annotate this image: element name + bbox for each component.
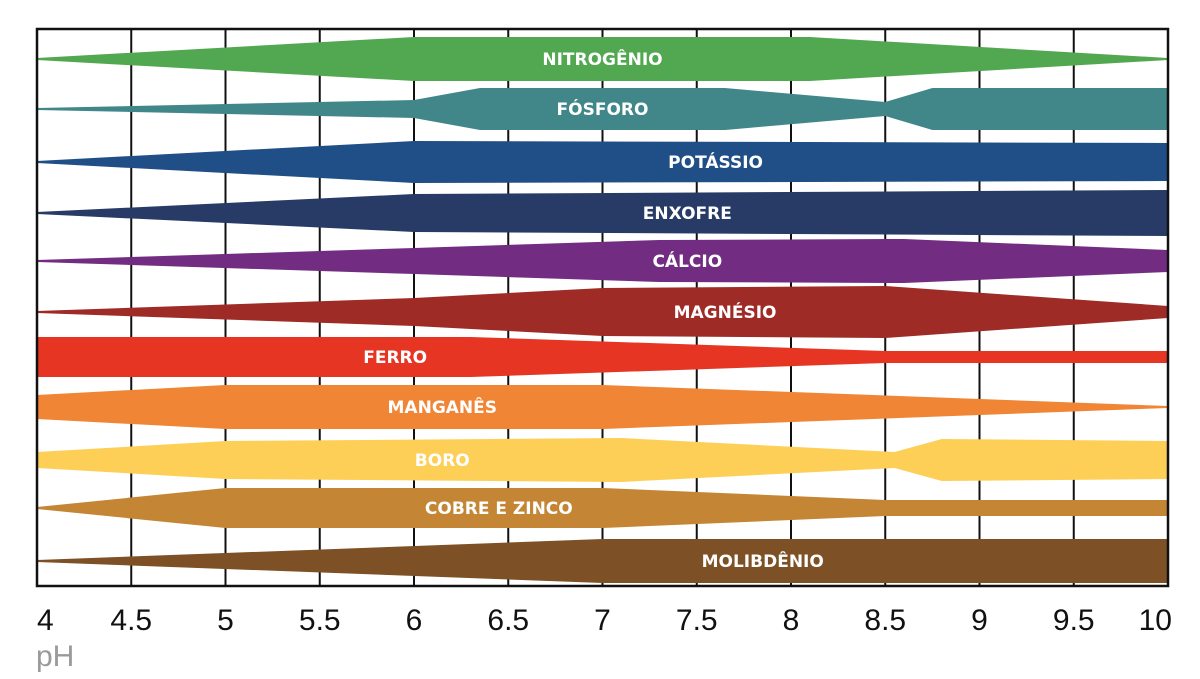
band-label: MOLIBDÊNIO (702, 550, 824, 572)
band-label: COBRE E ZINCO (425, 499, 573, 519)
x-tick-label: 9.5 (1053, 604, 1095, 637)
band-shape (37, 88, 1168, 130)
band-shape (37, 286, 1168, 338)
x-tick-label: 4 (37, 604, 54, 637)
band-label: ENXOFRE (643, 204, 732, 224)
band-label: POTÁSSIO (668, 151, 763, 173)
nutrient-band: MOLIBDÊNIO (37, 539, 1168, 583)
x-axis-title: pH (36, 640, 74, 673)
nutrient-band: ENXOFRE (37, 190, 1168, 236)
x-tick-label: 5.5 (299, 604, 341, 637)
x-tick-label: 8.5 (864, 604, 906, 637)
band-shape (37, 337, 1168, 377)
band-shape (37, 239, 1168, 283)
band-label: FERRO (363, 348, 427, 368)
x-tick-label: 9 (971, 604, 988, 637)
nutrient-band: POTÁSSIO (37, 141, 1168, 183)
nutrient-band: MAGNÉSIO (37, 286, 1168, 338)
band-shape (37, 141, 1168, 183)
band-label: CÁLCIO (652, 250, 722, 272)
band-shape (37, 385, 1168, 429)
band-label: BORO (415, 451, 470, 471)
nutrient-band: FÓSFORO (37, 88, 1168, 130)
band-label: MANGANÊS (388, 396, 498, 418)
x-tick-label: 10 (1139, 604, 1172, 637)
x-tick-label: 8 (783, 604, 800, 637)
band-shape (37, 488, 1168, 528)
nutrient-band: CÁLCIO (37, 239, 1168, 283)
x-axis-tick-labels: 4 4.5 5 5.5 6 6.5 7 7.5 8 8.5 9 9.5 10 (37, 604, 1172, 637)
nutrient-band: COBRE E ZINCO (37, 488, 1168, 528)
nutrient-band: NITROGÊNIO (37, 37, 1168, 81)
band-label: NITROGÊNIO (542, 48, 662, 70)
nutrient-bands: NITROGÊNIO FÓSFORO POTÁSSIO ENXOFRE CÁLCIO MA… (37, 37, 1168, 583)
x-tick-label: 7.5 (676, 604, 718, 637)
band-shape (37, 539, 1168, 583)
x-tick-label: 6 (406, 604, 423, 637)
band-label: MAGNÉSIO (674, 301, 777, 323)
nutrient-band: FERRO (37, 337, 1168, 377)
x-tick-label: 7 (594, 604, 611, 637)
band-shape (37, 190, 1168, 236)
band-shape (37, 37, 1168, 81)
nutrient-band: MANGANÊS (37, 385, 1168, 429)
x-tick-label: 5 (217, 604, 234, 637)
band-shape (37, 438, 1168, 482)
plot-frame (35, 27, 1170, 588)
band-label: FÓSFORO (557, 98, 649, 120)
nutrient-band: BORO (37, 438, 1168, 482)
x-tick-label: 6.5 (487, 604, 529, 637)
x-tick-label: 4.5 (110, 604, 152, 637)
